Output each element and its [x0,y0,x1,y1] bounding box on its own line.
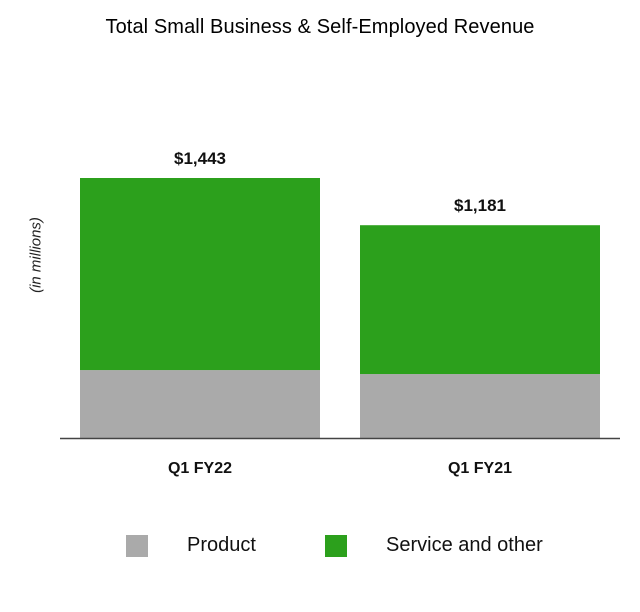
legend: Product Service and other [0,534,640,564]
bar-service-q1-fy21 [360,225,600,375]
total-label-q1-fy21: $1,181 [454,196,506,215]
legend-label-product: Product [187,534,256,556]
x-tick-label-q1-fy22: Q1 FY22 [168,460,232,477]
legend-label-service: Service and other [386,534,543,556]
chart-title: Total Small Business & Self-Employed Rev… [105,16,535,38]
total-label-q1-fy22: $1,443 [174,149,226,168]
legend-item-product: Product [126,534,256,557]
bar-product-q1-fy22 [80,370,320,438]
legend-swatch-service [325,534,347,557]
bar-product-q1-fy21 [360,374,600,438]
legend-item-service: Service and other [325,534,543,557]
x-tick-label-q1-fy21: Q1 FY21 [448,460,512,477]
legend-swatch-product [126,534,148,557]
bar-service-q1-fy22 [80,178,320,371]
